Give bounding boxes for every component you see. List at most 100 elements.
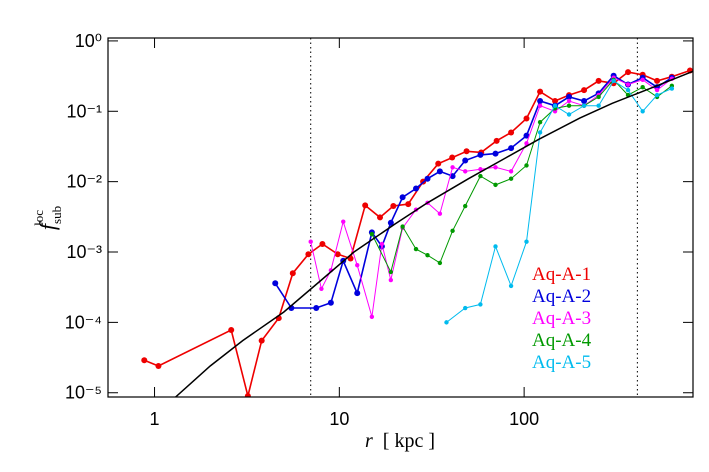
data-point [654,92,660,98]
y-tick-label: 10⁻⁴ [65,312,102,332]
series-line [310,77,673,317]
data-point [369,231,375,237]
data-point [654,77,661,84]
y-axis-label: fsubloc [31,206,64,230]
data-point [436,168,443,175]
data-point [566,112,572,117]
data-point [334,251,341,258]
data-point [654,87,660,93]
data-point [478,167,483,172]
y-tick-label: 10⁻³ [66,242,102,262]
data-point [625,87,631,93]
legend-entry: Aq-A-1 [532,264,591,285]
data-point [552,97,559,104]
data-point [155,362,162,369]
y-label-sub: sub [49,206,64,224]
data-point [435,160,442,167]
data-point [581,97,588,104]
data-point [355,262,360,268]
data-point [640,84,645,90]
y-label-main: f [35,221,60,230]
data-point [369,314,375,320]
data-point [289,270,296,277]
data-point [319,240,326,247]
series-line [371,79,673,274]
data-point [399,194,406,201]
data-point [523,115,530,122]
data-point [566,98,572,104]
data-point [552,103,558,108]
data-point [581,103,587,108]
series-line [446,80,673,323]
x-tick-label: 10 [329,409,349,429]
data-point [523,132,530,139]
data-point [425,253,430,258]
x-axis-label: r [ kpc ] [365,430,435,452]
data-point [508,129,515,136]
series-line [274,74,673,309]
y-label-sup: loc [31,210,46,226]
x-tick-label: 100 [509,409,539,429]
data-point [387,219,394,226]
data-point [228,326,235,333]
data-point [508,145,515,152]
data-point [477,151,484,158]
data-point [362,202,369,209]
data-point [313,305,320,312]
data-point [537,103,543,108]
data-point [566,103,572,108]
data-point [537,130,543,135]
data-point [492,150,499,157]
legend-entry: Aq-A-5 [532,352,591,373]
data-point [462,157,469,164]
data-point [463,169,468,174]
data-point [424,175,431,182]
data-point [493,182,498,188]
data-point [596,94,601,100]
data-point [493,165,498,170]
x-label-main: r [365,430,373,452]
data-point [450,228,455,234]
data-point [308,239,313,244]
data-point [640,109,645,114]
data-point [400,224,405,229]
data-point [388,277,394,283]
data-point [625,82,631,87]
data-point [244,392,251,397]
fit-curve [175,70,693,397]
data-point [524,239,529,244]
data-point [537,119,543,125]
data-point [388,269,394,275]
y-tick-label: 10⁰ [75,31,102,51]
y-tick-label: 10⁻⁵ [65,383,102,403]
data-point [625,69,632,76]
data-point [669,86,675,91]
data-point [379,241,385,247]
data-point [327,299,334,306]
data-point [141,357,148,364]
x-label-unit: [ kpc ] [383,430,435,452]
data-point [611,78,616,84]
data-point [405,201,412,208]
series-line [143,69,691,397]
data-point [508,176,514,181]
data-point [524,163,529,168]
data-point [449,154,456,161]
data-point [508,169,514,174]
data-point [463,305,468,311]
data-point [437,260,443,266]
data-point [493,137,500,144]
data-point [596,103,601,108]
data-point [319,286,324,292]
plot-area [141,38,693,397]
data-point [463,203,468,209]
data-point [566,93,573,100]
data-point [272,280,279,287]
data-point [478,302,483,307]
data-point [537,97,544,104]
y-tick-label: 10⁻¹ [66,101,102,121]
data-point [444,320,449,325]
data-point [524,141,529,146]
y-label: fsubloc [31,206,64,230]
